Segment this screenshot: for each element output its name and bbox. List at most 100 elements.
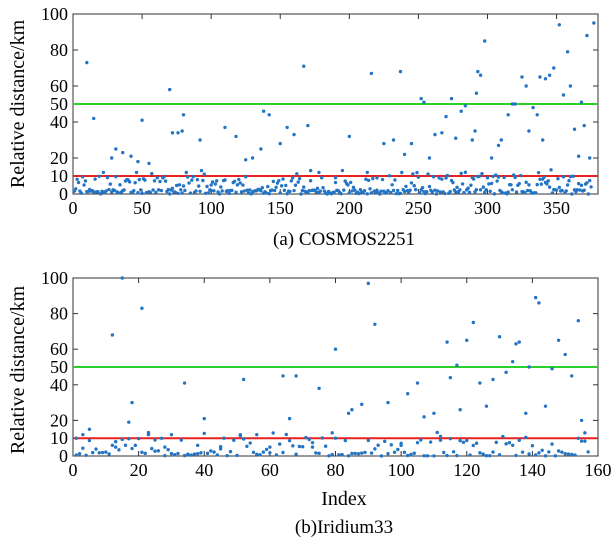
data-point xyxy=(527,183,531,187)
data-point xyxy=(92,116,96,121)
data-point xyxy=(288,189,292,194)
data-point xyxy=(497,335,502,339)
data-point xyxy=(568,84,573,88)
data-point xyxy=(306,123,310,128)
data-point xyxy=(176,131,180,135)
data-point xyxy=(120,276,124,280)
data-point xyxy=(93,177,97,181)
data-point xyxy=(150,171,154,176)
data-point xyxy=(487,182,491,186)
x-tick-label: 20 xyxy=(130,460,148,480)
data-point xyxy=(339,191,343,196)
x-tick-label: 120 xyxy=(453,460,480,480)
data-point xyxy=(317,451,321,456)
data-point xyxy=(292,188,296,193)
data-point xyxy=(549,168,553,172)
data-point xyxy=(114,147,118,151)
data-point xyxy=(514,342,518,346)
data-point xyxy=(552,66,556,70)
data-point xyxy=(195,177,200,182)
data-point xyxy=(510,188,515,192)
data-point xyxy=(340,452,344,457)
data-point xyxy=(248,188,252,192)
data-point xyxy=(163,179,168,183)
data-point xyxy=(387,174,392,178)
data-point xyxy=(346,183,350,187)
data-point xyxy=(442,191,447,196)
data-point xyxy=(177,183,182,187)
data-point xyxy=(513,175,517,180)
data-point xyxy=(140,450,144,455)
data-point xyxy=(578,188,582,192)
data-point xyxy=(455,363,459,367)
data-point xyxy=(113,445,118,449)
data-point xyxy=(360,402,364,407)
data-point xyxy=(386,400,390,405)
data-point xyxy=(589,185,593,189)
data-point xyxy=(438,438,443,442)
data-point xyxy=(405,392,410,396)
data-point xyxy=(459,109,463,113)
data-point xyxy=(137,177,142,182)
data-point xyxy=(173,190,177,194)
data-point xyxy=(462,190,466,195)
data-point xyxy=(432,454,436,458)
data-point xyxy=(566,452,571,456)
data-point xyxy=(513,102,517,106)
data-point xyxy=(350,451,354,456)
data-point xyxy=(485,176,490,180)
data-point xyxy=(550,191,555,195)
data-point xyxy=(563,352,567,357)
data-point xyxy=(202,431,206,436)
data-point xyxy=(492,192,497,196)
data-point xyxy=(579,439,584,443)
data-point xyxy=(547,73,552,77)
data-point xyxy=(304,435,308,440)
data-point xyxy=(554,188,559,192)
x-tick-label: 40 xyxy=(195,460,213,480)
data-point xyxy=(389,443,393,447)
data-point xyxy=(84,453,88,457)
data-point xyxy=(484,453,489,458)
y-tick-label: 20 xyxy=(50,148,68,168)
data-point xyxy=(294,452,298,456)
data-point xyxy=(82,183,86,187)
data-point xyxy=(491,174,495,179)
data-point xyxy=(453,136,458,140)
data-point xyxy=(579,418,584,423)
data-point xyxy=(537,301,541,305)
data-point xyxy=(510,102,515,106)
data-point xyxy=(223,178,227,182)
data-point xyxy=(382,141,386,146)
data-point xyxy=(219,185,223,189)
data-point xyxy=(444,176,448,180)
data-point xyxy=(238,432,243,437)
data-point xyxy=(156,449,161,453)
data-point xyxy=(470,138,474,142)
data-point xyxy=(287,416,292,421)
y-tick-label: 50 xyxy=(50,357,68,377)
data-point xyxy=(538,177,542,181)
y-tick-label: 80 xyxy=(50,304,68,324)
data-point xyxy=(246,191,251,195)
data-point xyxy=(333,176,338,180)
data-point xyxy=(136,191,140,195)
data-point xyxy=(366,281,371,286)
data-point xyxy=(212,189,216,193)
data-point xyxy=(445,340,449,344)
data-point xyxy=(366,438,371,443)
data-point xyxy=(176,451,180,456)
data-point xyxy=(319,176,324,180)
data-point xyxy=(148,190,153,195)
data-point xyxy=(168,87,172,92)
data-point xyxy=(180,129,184,133)
y-tick-label: 100 xyxy=(41,268,68,288)
data-point xyxy=(182,381,187,385)
data-point xyxy=(220,189,224,193)
xlabel-b: Index xyxy=(321,488,367,510)
data-point xyxy=(413,187,418,192)
data-point xyxy=(206,191,211,195)
data-point xyxy=(471,443,476,448)
data-point xyxy=(250,156,255,160)
data-point xyxy=(405,453,410,458)
